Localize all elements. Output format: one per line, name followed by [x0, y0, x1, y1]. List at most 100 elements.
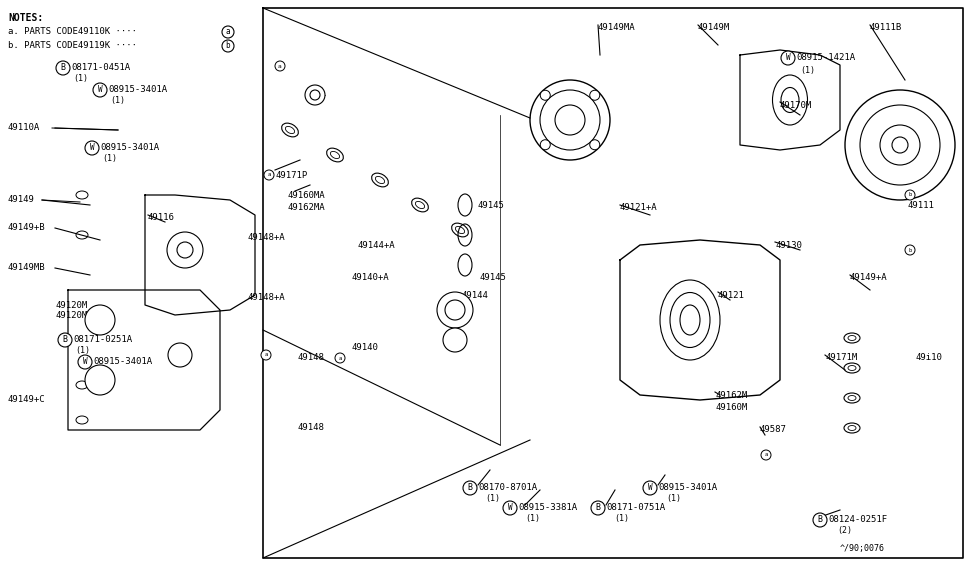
Text: 49145: 49145: [478, 200, 505, 209]
Text: 49121+A: 49121+A: [620, 204, 657, 212]
Text: (1): (1): [666, 495, 681, 504]
Text: 08915-3401A: 08915-3401A: [93, 358, 152, 367]
Circle shape: [85, 141, 99, 155]
Text: (1): (1): [614, 514, 629, 524]
Circle shape: [222, 40, 234, 52]
Circle shape: [463, 481, 477, 495]
Circle shape: [781, 51, 795, 65]
Circle shape: [540, 140, 550, 150]
Text: 49160M: 49160M: [715, 402, 747, 411]
Text: b. PARTS CODE49119K ····: b. PARTS CODE49119K ····: [8, 41, 137, 50]
Circle shape: [813, 513, 827, 527]
Circle shape: [905, 245, 915, 255]
Circle shape: [167, 232, 203, 268]
Text: B: B: [60, 63, 65, 72]
Text: a: a: [764, 452, 767, 457]
Circle shape: [275, 61, 285, 71]
Circle shape: [860, 105, 940, 185]
Text: 49110A: 49110A: [8, 123, 40, 132]
Text: 49149MA: 49149MA: [598, 24, 636, 32]
Circle shape: [222, 26, 234, 38]
Circle shape: [905, 190, 915, 200]
Circle shape: [78, 355, 92, 369]
Circle shape: [591, 501, 605, 515]
Text: 49149M: 49149M: [698, 24, 730, 32]
Text: 49116: 49116: [148, 213, 175, 222]
Text: 49162M: 49162M: [715, 391, 747, 400]
Text: a: a: [267, 173, 271, 178]
Text: 49140: 49140: [352, 344, 379, 353]
Text: ^/90;0076: ^/90;0076: [840, 543, 885, 552]
Text: 49130: 49130: [775, 241, 801, 250]
Text: (1): (1): [73, 75, 88, 84]
Text: (1): (1): [95, 368, 110, 378]
Text: 08124-0251F: 08124-0251F: [828, 516, 887, 525]
Text: 08915-3381A: 08915-3381A: [518, 504, 577, 512]
Text: 49149: 49149: [8, 195, 35, 204]
Text: 49171M: 49171M: [825, 354, 857, 362]
Text: 49162MA: 49162MA: [288, 203, 326, 212]
Text: 49170M: 49170M: [780, 101, 812, 109]
Text: B: B: [62, 336, 67, 345]
Text: 49149+A: 49149+A: [850, 273, 887, 282]
Text: 08915-3401A: 08915-3401A: [108, 85, 167, 95]
Text: 08171-0751A: 08171-0751A: [606, 504, 665, 512]
Circle shape: [540, 90, 550, 100]
Text: 49171P: 49171P: [275, 170, 307, 179]
Circle shape: [177, 242, 193, 258]
Text: 49149+B: 49149+B: [8, 224, 46, 233]
Text: 49149+C: 49149+C: [8, 396, 46, 405]
Text: (1): (1): [525, 514, 540, 524]
Text: W: W: [508, 504, 512, 512]
Text: 49148+A: 49148+A: [248, 234, 286, 242]
Text: b: b: [909, 192, 912, 198]
Circle shape: [590, 140, 600, 150]
Text: 49149MB: 49149MB: [8, 264, 46, 272]
Circle shape: [443, 328, 467, 352]
Text: 49121: 49121: [718, 290, 745, 299]
Text: b: b: [909, 247, 912, 252]
Text: (1): (1): [102, 155, 117, 164]
Text: 08915-3401A: 08915-3401A: [658, 483, 718, 492]
Text: 49140+A: 49140+A: [352, 273, 390, 282]
Circle shape: [845, 90, 955, 200]
Circle shape: [305, 85, 325, 105]
Text: B: B: [596, 504, 601, 512]
Text: b: b: [225, 41, 230, 50]
Text: 08915-1421A: 08915-1421A: [796, 54, 855, 62]
Text: (1): (1): [485, 495, 500, 504]
Circle shape: [85, 305, 115, 335]
Text: 49144+A: 49144+A: [358, 241, 396, 250]
Text: W: W: [83, 358, 88, 367]
Text: 49i10: 49i10: [915, 354, 942, 362]
Circle shape: [261, 350, 271, 360]
Text: NOTES:: NOTES:: [8, 13, 43, 23]
Circle shape: [85, 365, 115, 395]
Text: 08171-0251A: 08171-0251A: [73, 336, 133, 345]
Text: (1): (1): [110, 96, 125, 105]
Text: 49111: 49111: [908, 200, 935, 209]
Circle shape: [56, 61, 70, 75]
Text: W: W: [98, 85, 102, 95]
Text: 49111B: 49111B: [870, 24, 902, 32]
Text: a. PARTS CODE49110K ····: a. PARTS CODE49110K ····: [8, 28, 137, 36]
Text: a: a: [338, 355, 341, 361]
Circle shape: [880, 125, 920, 165]
Text: 49120M: 49120M: [55, 301, 87, 310]
Text: W: W: [647, 483, 652, 492]
Circle shape: [590, 90, 600, 100]
Text: 49120MA: 49120MA: [55, 311, 93, 320]
Text: B: B: [817, 516, 823, 525]
Circle shape: [335, 353, 345, 363]
Circle shape: [437, 292, 473, 328]
Circle shape: [93, 83, 107, 97]
Text: a: a: [225, 28, 230, 36]
Text: 08170-8701A: 08170-8701A: [478, 483, 537, 492]
Text: a: a: [278, 63, 282, 68]
Text: 49144: 49144: [462, 290, 488, 299]
Circle shape: [168, 343, 192, 367]
Text: a: a: [264, 353, 267, 358]
Text: 08171-0451A: 08171-0451A: [71, 63, 130, 72]
Circle shape: [643, 481, 657, 495]
Circle shape: [310, 90, 320, 100]
